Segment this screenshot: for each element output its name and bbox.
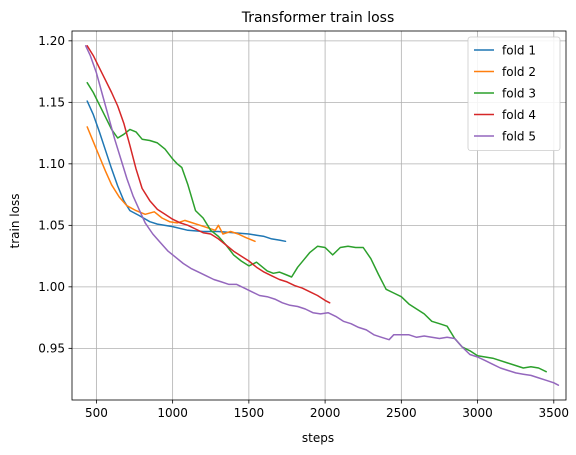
- series-line-fold-3: [86, 81, 547, 373]
- series-line-fold-2: [86, 126, 256, 243]
- legend-label: fold 2: [502, 65, 536, 79]
- x-tick-label: 2500: [386, 406, 417, 420]
- x-tick-label: 3500: [539, 406, 570, 420]
- y-tick-label: 1.05: [38, 219, 65, 233]
- legend-label: fold 5: [502, 129, 536, 143]
- x-tick-label: 1000: [157, 406, 188, 420]
- y-tick-label: 1.20: [38, 34, 65, 48]
- y-tick-label: 0.95: [38, 342, 65, 356]
- legend: fold 1 fold 2 fold 3 fold 4 fold 5: [467, 36, 561, 151]
- legend-label: fold 1: [502, 43, 536, 57]
- chart-title: Transformer train loss: [241, 10, 395, 26]
- legend-label: fold 4: [502, 108, 536, 122]
- x-axis-ticks: 500 1000 1500 2000 2500 3000 3500: [85, 400, 569, 420]
- x-tick-label: 2000: [310, 406, 341, 420]
- series-line-fold-5: [84, 45, 560, 386]
- x-tick-label: 500: [85, 406, 108, 420]
- y-axis-ticks: 0.95 1.00 1.05 1.10 1.15 1.20: [38, 34, 72, 356]
- x-tick-label: 3000: [462, 406, 493, 420]
- legend-box: [467, 36, 561, 151]
- series-line-fold-4: [86, 45, 331, 304]
- series-layer: [84, 45, 560, 386]
- y-tick-label: 1.00: [38, 280, 65, 294]
- series-line-fold-1: [86, 100, 287, 243]
- x-tick-label: 1500: [234, 406, 265, 420]
- y-tick-label: 1.10: [38, 157, 65, 171]
- plot-frame: [71, 30, 567, 401]
- y-axis-label: train loss: [8, 194, 22, 249]
- legend-label: fold 3: [502, 86, 536, 100]
- x-axis-label: steps: [302, 431, 334, 445]
- y-tick-label: 1.15: [38, 96, 65, 110]
